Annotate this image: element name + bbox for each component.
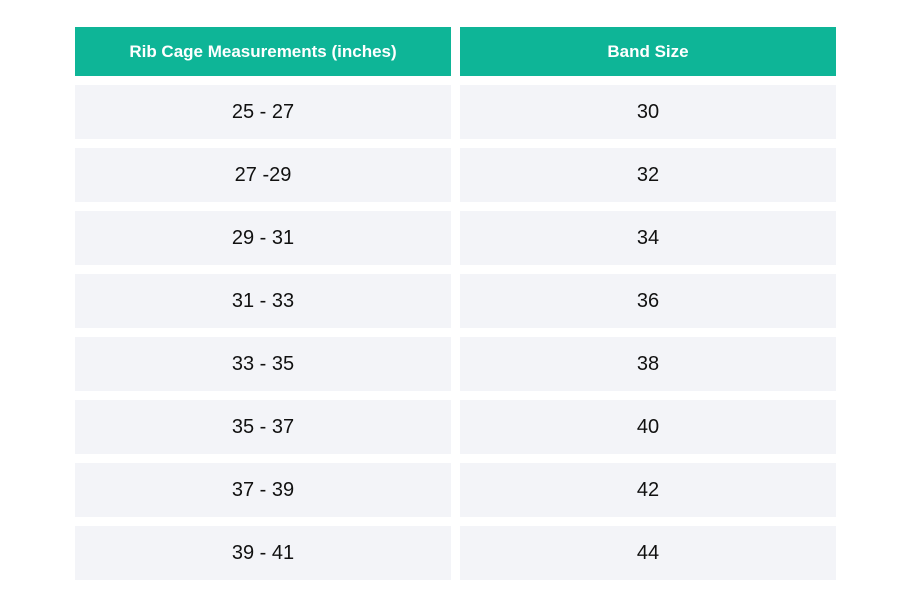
table-row: 33 - 35 38 (75, 337, 837, 391)
header-rib-cage-measurements: Rib Cage Measurements (inches) (75, 27, 451, 76)
table-row: 31 - 33 36 (75, 274, 837, 328)
band-size-table: Rib Cage Measurements (inches) Band Size… (75, 27, 837, 589)
band-size-cell: 44 (460, 526, 836, 580)
rib-cage-measurement-cell: 39 - 41 (75, 526, 451, 580)
band-size-cell: 34 (460, 211, 836, 265)
table-header-row: Rib Cage Measurements (inches) Band Size (75, 27, 837, 76)
rib-cage-measurement-cell: 37 - 39 (75, 463, 451, 517)
table-row: 27 -29 32 (75, 148, 837, 202)
rib-cage-measurement-cell: 27 -29 (75, 148, 451, 202)
rib-cage-measurement-cell: 25 - 27 (75, 85, 451, 139)
table-row: 25 - 27 30 (75, 85, 837, 139)
header-band-size: Band Size (460, 27, 836, 76)
table-row: 39 - 41 44 (75, 526, 837, 580)
rib-cage-measurement-cell: 29 - 31 (75, 211, 451, 265)
rib-cage-measurement-cell: 31 - 33 (75, 274, 451, 328)
rib-cage-measurement-cell: 35 - 37 (75, 400, 451, 454)
band-size-cell: 40 (460, 400, 836, 454)
band-size-cell: 38 (460, 337, 836, 391)
table-row: 35 - 37 40 (75, 400, 837, 454)
band-size-cell: 30 (460, 85, 836, 139)
band-size-cell: 32 (460, 148, 836, 202)
table-row: 37 - 39 42 (75, 463, 837, 517)
rib-cage-measurement-cell: 33 - 35 (75, 337, 451, 391)
band-size-cell: 42 (460, 463, 836, 517)
table-row: 29 - 31 34 (75, 211, 837, 265)
band-size-cell: 36 (460, 274, 836, 328)
